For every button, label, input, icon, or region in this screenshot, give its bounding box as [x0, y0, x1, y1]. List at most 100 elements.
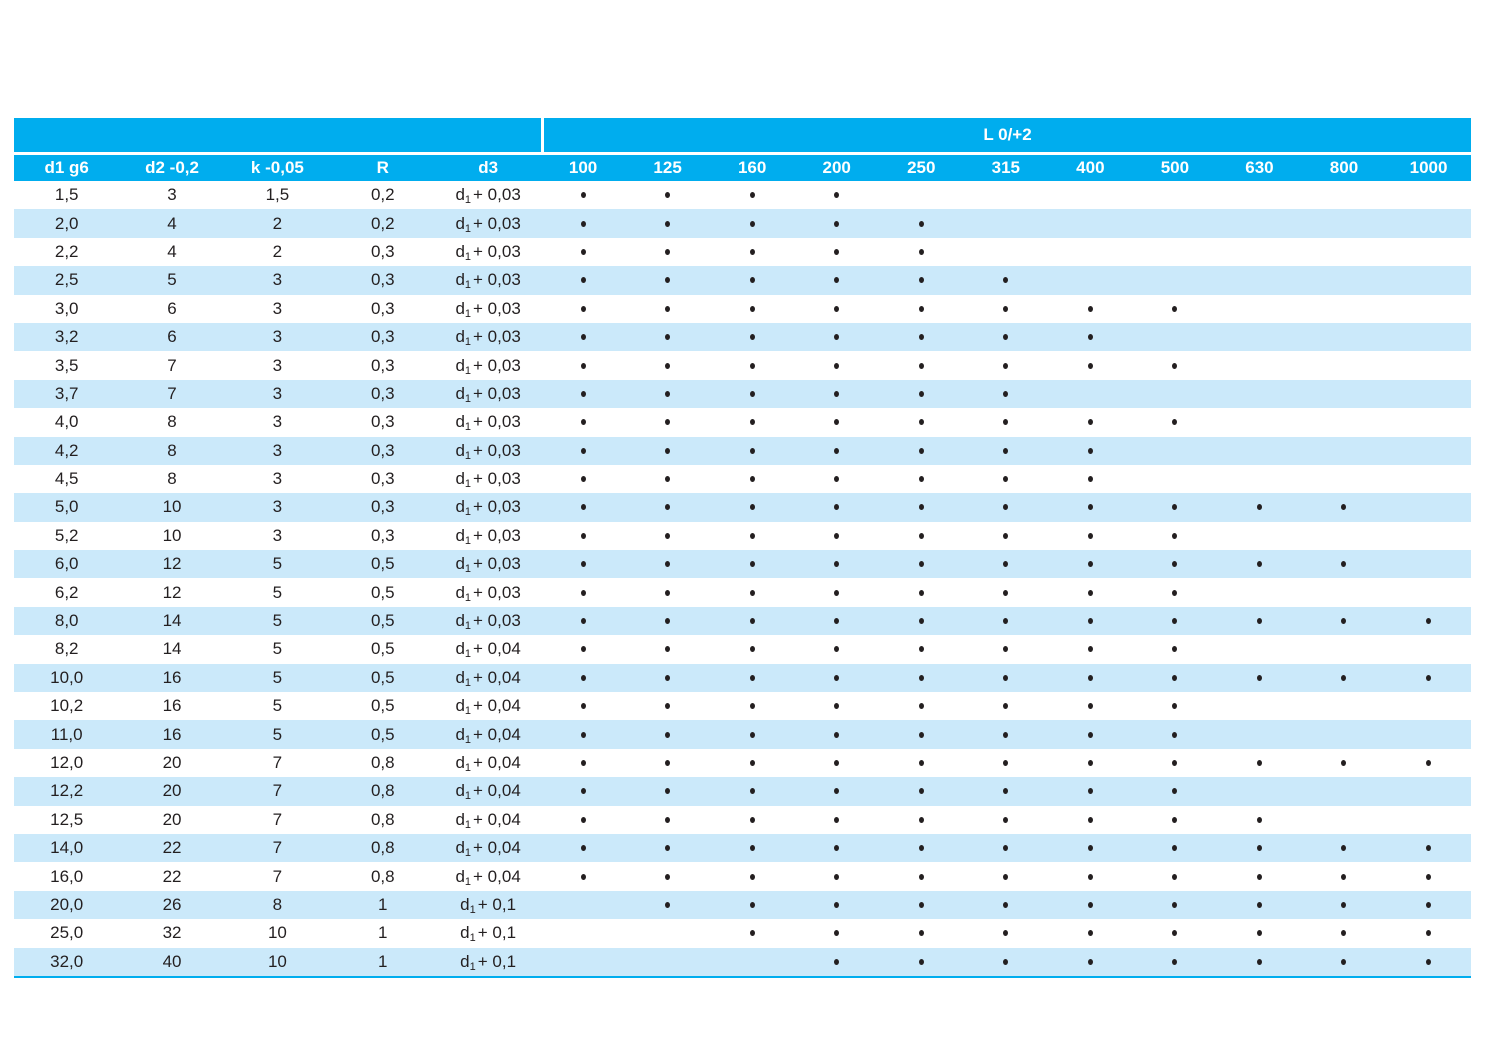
availability-dot [665, 674, 671, 681]
k-cell: 3 [272, 497, 283, 517]
availability-dot [1003, 930, 1009, 937]
availability-cell-250 [879, 806, 964, 834]
availability-cell-250 [879, 862, 964, 890]
d3-subscript: 1 [464, 705, 472, 718]
availability-cell-160 [710, 493, 795, 521]
d3-tolerance: + 0,04 [473, 838, 521, 858]
availability-dot [834, 192, 840, 199]
availability-dot [1172, 930, 1178, 937]
availability-dot [1172, 873, 1178, 880]
availability-cell-630 [1217, 437, 1302, 465]
availability-dot [1087, 532, 1093, 539]
availability-dot [834, 930, 840, 937]
availability-cell-315 [964, 323, 1049, 351]
availability-dot [580, 561, 586, 568]
r-cell: 0,5 [370, 696, 395, 716]
d3-tolerance: + 0,03 [473, 440, 521, 460]
k-cell: 5 [272, 554, 283, 574]
availability-dot [834, 532, 840, 539]
availability-cell-160 [710, 891, 795, 919]
availability-cell-630 [1217, 749, 1302, 777]
availability-cell-800 [1302, 266, 1387, 294]
d3-subscript: 1 [464, 847, 472, 860]
d3-base: d [455, 185, 465, 205]
k-cell: 7 [272, 838, 283, 858]
availability-cell-100 [541, 862, 626, 890]
d2-cell: 32 [162, 923, 182, 943]
availability-dot [749, 760, 755, 766]
availability-dot [1172, 760, 1178, 766]
d1-cell: 3,2 [54, 327, 79, 347]
availability-dot [1172, 731, 1178, 738]
d2-cell: 16 [162, 696, 182, 716]
availability-cell-200 [794, 720, 879, 748]
availability-dot [918, 901, 924, 908]
availability-cell-250 [879, 948, 964, 976]
availability-dot [1003, 504, 1009, 511]
d3-tolerance: + 0,03 [473, 497, 521, 517]
availability-cell-1000 [1386, 380, 1471, 408]
availability-cell-160 [710, 437, 795, 465]
d3-base: d [455, 525, 465, 545]
availability-cell-800 [1302, 891, 1387, 919]
availability-cell-500 [1133, 777, 1218, 805]
d3-base: d [455, 327, 465, 347]
k-cell: 5 [272, 724, 283, 744]
r-cell: 0,5 [370, 724, 395, 744]
availability-dot [1256, 618, 1262, 625]
availability-cell-250 [879, 720, 964, 748]
availability-cell-500 [1133, 437, 1218, 465]
r-cell: 0,3 [370, 383, 395, 403]
availability-dot [665, 334, 671, 341]
table-row: 1,5 3 1,5 0,2 d 1 + 0,03 [14, 181, 1471, 210]
availability-cell-400 [1048, 295, 1133, 323]
availability-dot [834, 277, 840, 284]
availability-cell-800 [1302, 181, 1387, 209]
availability-cell-630 [1217, 323, 1302, 351]
availability-dot [1172, 958, 1178, 965]
d3-base: d [455, 838, 465, 858]
availability-cell-800 [1302, 323, 1387, 351]
availability-dot [834, 760, 840, 766]
table-row: 10,2 16 5 0,5 d 1 + 0,04 [14, 692, 1471, 721]
availability-cell-500 [1133, 181, 1218, 209]
availability-dot [1087, 646, 1093, 653]
availability-cell-400 [1048, 834, 1133, 862]
d3-tolerance: + 0,04 [473, 667, 521, 687]
availability-cell-1000 [1386, 550, 1471, 578]
d3-base: d [455, 355, 465, 375]
d3-subscript: 1 [469, 903, 476, 916]
d3-subscript: 1 [464, 364, 472, 377]
availability-dot [580, 788, 586, 795]
availability-cell-500 [1133, 948, 1218, 976]
availability-cell-125 [625, 919, 710, 947]
availability-dot [1003, 731, 1009, 738]
availability-dot [1172, 816, 1178, 823]
availability-cell-500 [1133, 493, 1218, 521]
availability-cell-800 [1302, 834, 1387, 862]
availability-dot [1256, 674, 1262, 681]
availability-dot [1172, 845, 1178, 852]
availability-cell-100 [541, 550, 626, 578]
availability-dot [749, 476, 755, 483]
availability-cell-100 [541, 437, 626, 465]
availability-cell-125 [625, 465, 710, 493]
availability-cell-160 [710, 266, 795, 294]
table-row: 3,0 6 3 0,3 d 1 + 0,03 [14, 294, 1471, 323]
d3-subscript: 1 [464, 733, 472, 746]
availability-dot [1087, 476, 1093, 483]
availability-dot [1087, 305, 1093, 312]
d3-subscript: 1 [464, 392, 472, 405]
availability-dot [834, 958, 840, 965]
d2-cell: 4 [167, 241, 177, 261]
d1-cell: 5,2 [54, 525, 79, 545]
k-cell: 3 [272, 383, 283, 403]
availability-cell-400 [1048, 408, 1133, 436]
availability-cell-250 [879, 550, 964, 578]
d3-base: d [455, 440, 465, 460]
availability-dot [749, 447, 755, 454]
